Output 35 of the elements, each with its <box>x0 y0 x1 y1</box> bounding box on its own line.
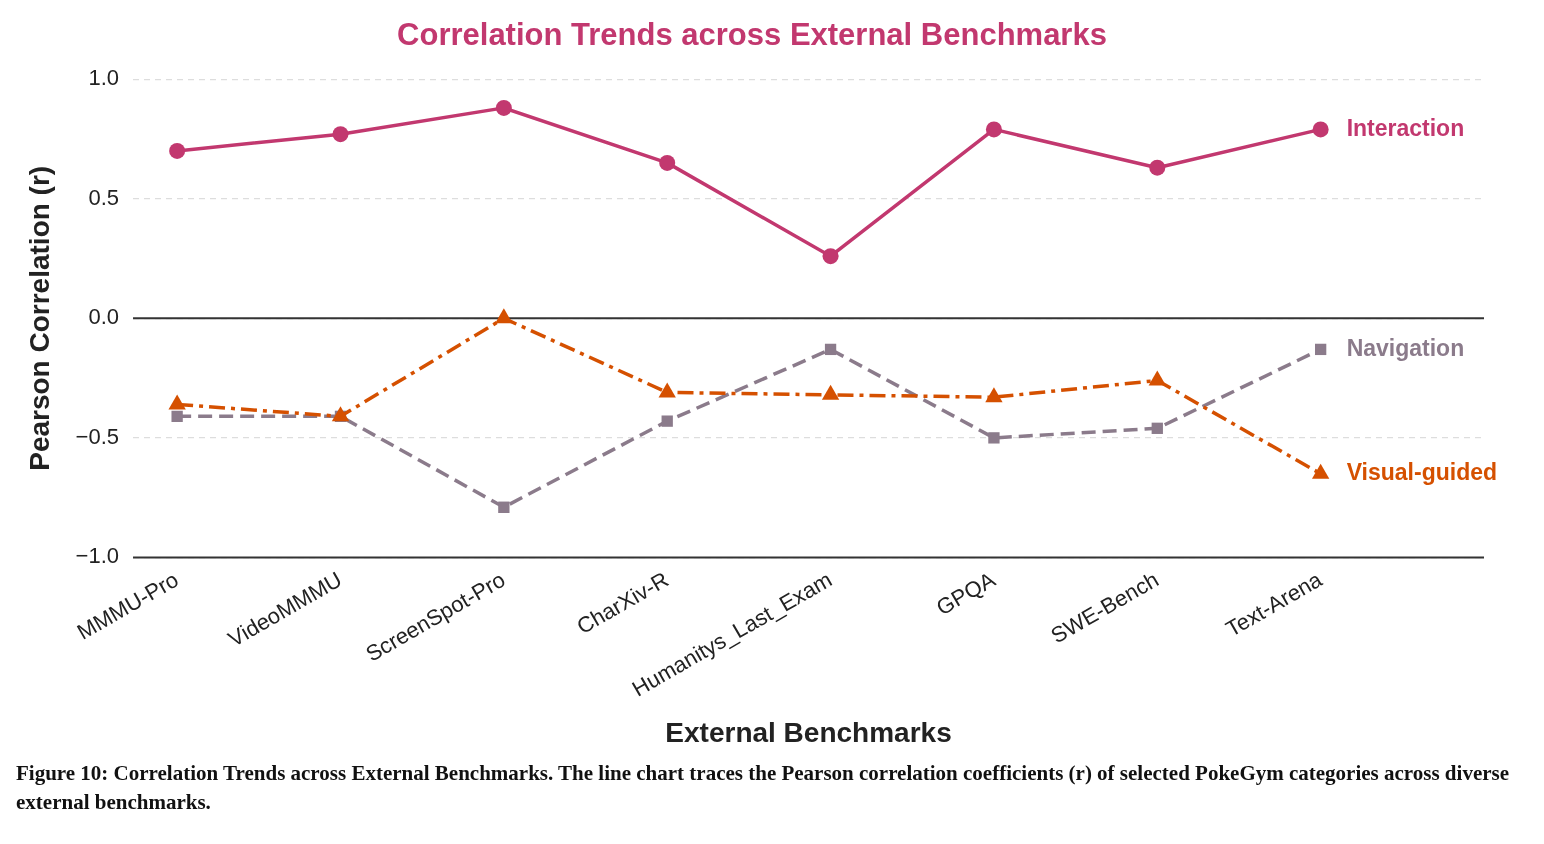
point <box>171 410 183 423</box>
chart-title: Correlation Trends across External Benchmarks <box>397 17 1107 53</box>
series-label: Interaction <box>1346 114 1465 141</box>
point <box>495 308 513 324</box>
x-axis-title: External Benchmarks <box>665 716 952 748</box>
series-label: Navigation <box>1346 334 1465 361</box>
point <box>988 432 1000 444</box>
point <box>1312 121 1329 138</box>
point <box>1151 422 1163 434</box>
point <box>1148 370 1166 386</box>
y-tick-label: −0.5 <box>75 423 120 449</box>
point <box>169 142 186 159</box>
point <box>985 387 1003 403</box>
point <box>822 248 839 265</box>
point <box>661 415 673 427</box>
point <box>659 154 676 171</box>
caption: Figure 10: Correlation Trends across External Benchmarks. The line chart traces the Pearson correlation coefficients (r) of selected PokeGym categories across diverse external benchmarks. <box>16 760 1511 816</box>
point <box>1149 159 1166 176</box>
point <box>498 501 510 513</box>
series-label: Visual-guided <box>1346 459 1498 486</box>
point <box>658 382 676 398</box>
point <box>495 99 512 116</box>
y-tick-label: 0.5 <box>88 184 120 210</box>
y-tick-label: 0.0 <box>88 304 120 330</box>
point <box>824 343 837 356</box>
point <box>332 126 349 143</box>
point <box>821 384 840 400</box>
y-tick-label: −1.0 <box>75 543 120 569</box>
point <box>168 394 186 410</box>
point <box>331 406 350 422</box>
point <box>985 121 1002 138</box>
y-axis-title: Pearson Correlation (r) <box>23 165 55 471</box>
y-tick-label: 1.0 <box>88 65 120 91</box>
point <box>1314 343 1327 356</box>
point <box>1311 463 1330 479</box>
